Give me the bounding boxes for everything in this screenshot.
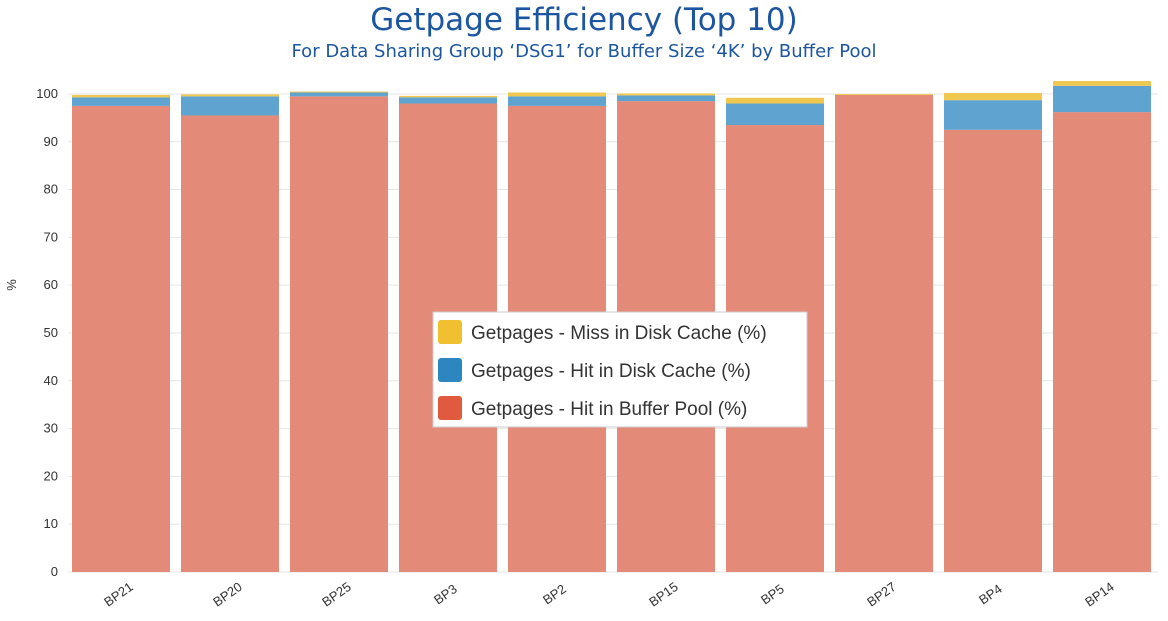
- y-axis-ticks: 0 10 20 30 40 50 60 70 80 90 100: [36, 86, 58, 579]
- bar-segment: [508, 96, 606, 106]
- bar-segment: [72, 97, 170, 106]
- y-tick-label: 30: [44, 421, 58, 436]
- bar-segment: [181, 94, 279, 97]
- legend-entry: Getpages - Hit in Buffer Pool (%): [471, 399, 747, 420]
- y-tick-label: 70: [44, 229, 58, 244]
- legend: Getpages - Miss in Disk Cache (%) Getpage…: [432, 311, 808, 428]
- x-tick-label: BP5: [758, 581, 787, 607]
- legend-box: [432, 311, 808, 428]
- bar-segment: [399, 95, 497, 98]
- bar-segment: [508, 92, 606, 97]
- x-tick-label: BP27: [864, 579, 899, 610]
- x-tick-label: BP2: [540, 581, 569, 607]
- bar-segment: [290, 91, 388, 93]
- y-axis-label: %: [4, 279, 19, 291]
- bar-segment: [1053, 81, 1151, 86]
- x-tick-label: BP25: [319, 579, 354, 610]
- x-tick-label: BP4: [976, 581, 1005, 607]
- bar-segment: [944, 129, 1042, 572]
- chart-subtitle: For Data Sharing Group ‘DSG1’ for Buffer…: [291, 41, 877, 62]
- bar-segment: [290, 96, 388, 572]
- x-tick-label: BP20: [210, 579, 245, 610]
- bar-segment: [726, 97, 824, 104]
- legend-swatch: [438, 320, 462, 344]
- bar-segment: [72, 94, 170, 98]
- bar-segment: [726, 103, 824, 126]
- x-tick-label: BP15: [646, 579, 681, 610]
- bar-segment: [835, 94, 933, 572]
- legend-entry: Getpages - Hit in Disk Cache (%): [471, 361, 751, 382]
- bar-segment: [1053, 85, 1151, 113]
- y-tick-label: 10: [44, 516, 58, 531]
- bar-segment: [290, 92, 388, 97]
- bar-segment: [181, 115, 279, 573]
- bar-segment: [944, 92, 1042, 101]
- y-tick-label: 80: [44, 182, 58, 197]
- y-tick-label: 90: [44, 134, 58, 149]
- bar-segment: [399, 97, 497, 104]
- x-tick-label: BP3: [431, 581, 460, 607]
- x-tick-label: BP21: [101, 579, 136, 610]
- chart-title: Getpage Efficiency (Top 10): [370, 2, 798, 38]
- x-tick-label: BP14: [1082, 579, 1117, 610]
- bar-segment: [617, 93, 715, 96]
- y-tick-label: 20: [44, 468, 58, 483]
- y-tick-label: 100: [36, 86, 58, 101]
- bar-segment: [617, 95, 715, 102]
- legend-entry: Getpages - Miss in Disk Cache (%): [471, 323, 767, 344]
- y-tick-label: 0: [51, 564, 58, 579]
- bar-segment: [944, 100, 1042, 130]
- bar-segment: [1053, 112, 1151, 573]
- x-axis-ticks: BP21 BP20 BP25 BP3 BP2 BP15 BP5 BP27 BP4 BP14: [101, 579, 1117, 610]
- bar-segment: [181, 96, 279, 116]
- y-tick-label: 50: [44, 325, 58, 340]
- y-tick-label: 40: [44, 373, 58, 388]
- y-tick-label: 60: [44, 277, 58, 292]
- bar-segment: [72, 105, 170, 572]
- legend-swatch: [438, 396, 462, 420]
- bar-segment: [835, 93, 933, 95]
- legend-swatch: [438, 358, 462, 382]
